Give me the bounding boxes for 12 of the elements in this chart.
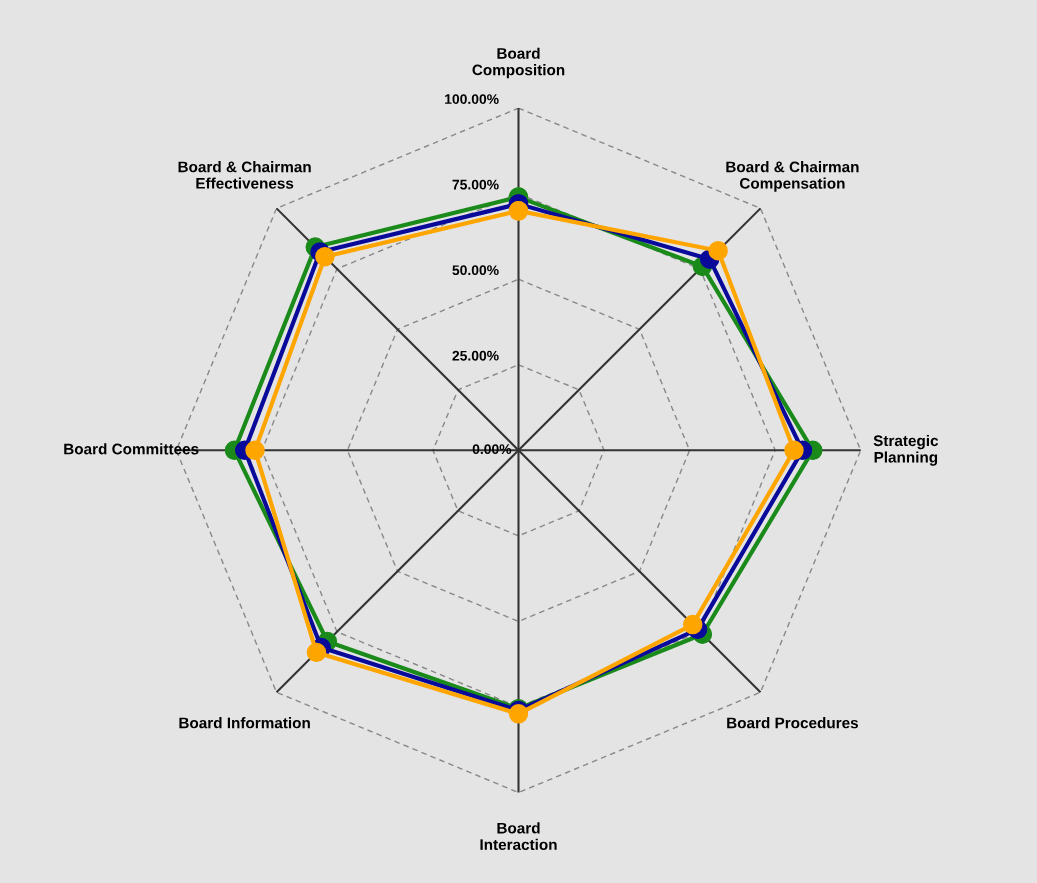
spoke-label: Board Procedures xyxy=(727,717,858,729)
spoke-label: Board Composition xyxy=(472,47,565,79)
y-tick-label: 50.00% xyxy=(452,265,499,276)
spoke-label: Strategic Planning xyxy=(873,434,939,466)
spoke-label: Board Interaction xyxy=(480,822,557,851)
spoke-label: Board Committees xyxy=(64,443,199,455)
y-tick-label: 25.00% xyxy=(452,350,499,361)
spoke-label: Board Information xyxy=(179,717,310,729)
y-tick-label: 75.00% xyxy=(452,179,499,190)
spoke-label: Board & Chairman Compensation xyxy=(726,161,859,192)
y-tick-label: 100.00% xyxy=(445,94,499,104)
spoke-label: Board & Chairman Effectiveness xyxy=(178,161,311,189)
